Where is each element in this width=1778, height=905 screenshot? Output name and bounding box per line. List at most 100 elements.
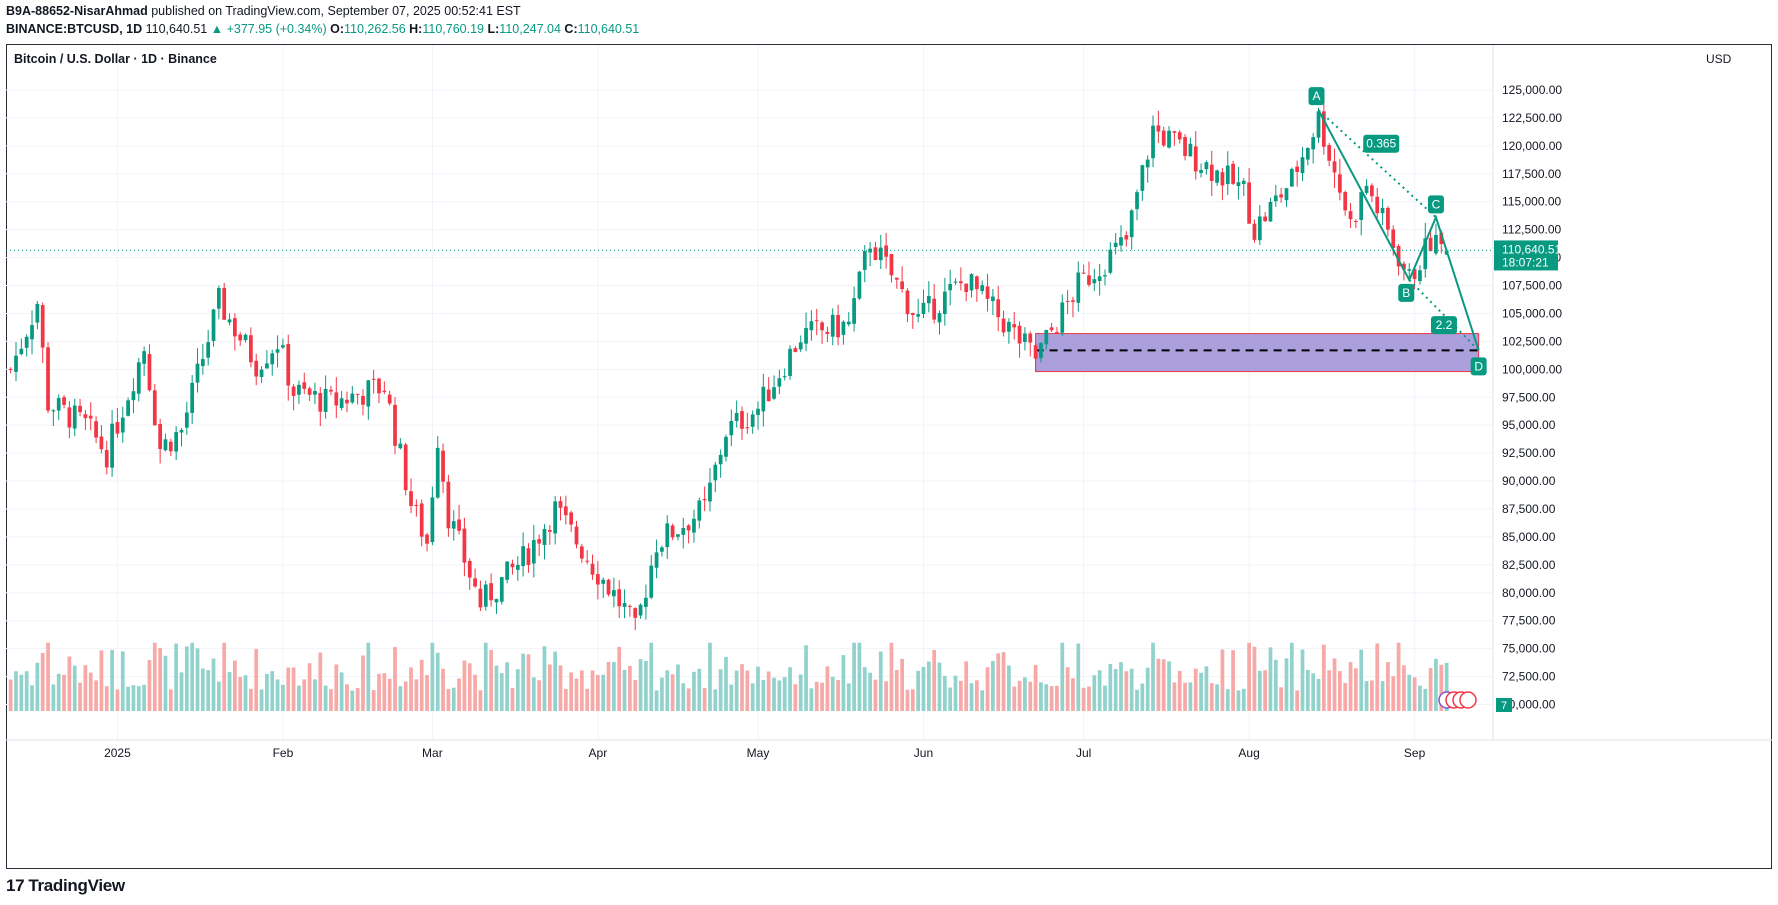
volume-bar	[836, 680, 840, 711]
candle-body	[329, 389, 333, 392]
candle-body	[233, 318, 237, 337]
candle-body	[200, 359, 205, 367]
candle-body	[628, 605, 632, 607]
candle-body	[937, 313, 942, 323]
volume-bar	[275, 679, 280, 711]
candle-body	[446, 481, 451, 529]
candle-body	[136, 362, 141, 394]
candle-body	[286, 343, 291, 386]
candle-body	[878, 247, 883, 261]
currency-button[interactable]: USD	[1706, 52, 1732, 66]
volume-bar	[1209, 683, 1214, 711]
volume-bar	[1124, 671, 1129, 711]
volume-bar	[761, 680, 766, 711]
candle-body	[750, 414, 755, 427]
volume-bar	[131, 685, 136, 711]
price-tick-label: 115,000.00	[1502, 195, 1561, 209]
published-text: published on TradingView.com, September …	[151, 4, 521, 18]
grid	[6, 45, 1492, 740]
candle-body	[563, 506, 568, 516]
volume-bar	[606, 661, 611, 711]
candle-body	[222, 287, 227, 320]
volume-bar	[446, 689, 451, 711]
candle-body	[110, 423, 114, 468]
candle-body	[1193, 146, 1198, 172]
volume-bar	[905, 689, 910, 711]
volume-bar	[323, 685, 328, 711]
candle-body	[8, 368, 13, 370]
volume-bar	[1263, 670, 1267, 711]
pattern-label-b: B	[1398, 283, 1415, 302]
last-price-badge-box	[1494, 240, 1558, 271]
pattern-ratio-ac-text: 0.365	[1366, 137, 1396, 151]
candle-body	[745, 427, 750, 429]
tradingview-logo[interactable]: 17 TradingView	[6, 876, 125, 896]
time-tick-label: Sep	[1404, 746, 1426, 760]
low-label: L:	[487, 22, 500, 36]
volume-bar	[772, 677, 776, 711]
volume-bar	[633, 679, 638, 711]
volume-bar	[681, 683, 686, 711]
volume-bar	[1295, 690, 1300, 711]
candle-body	[457, 519, 461, 531]
candle-body	[72, 405, 77, 429]
candle-body	[1028, 333, 1033, 343]
candle-body	[1295, 166, 1300, 172]
close-label: C:	[564, 22, 578, 36]
volume-bar	[1273, 659, 1278, 711]
volume-bar	[313, 679, 317, 711]
time-tick-label: Jul	[1076, 746, 1091, 760]
candle-body	[120, 417, 125, 433]
volume-bar	[467, 663, 472, 711]
author-link[interactable]: B9A-88652-NisarAhmad	[6, 4, 148, 18]
candle-body	[1151, 125, 1155, 159]
candle-body	[94, 421, 98, 438]
candle-body	[275, 349, 280, 353]
volume-bar	[227, 672, 232, 711]
candle-body	[1268, 201, 1273, 222]
volume-bar	[318, 652, 323, 711]
candle-body	[702, 499, 707, 501]
volume-bar	[638, 659, 643, 711]
candle-body	[958, 281, 963, 284]
volume-bar	[846, 683, 851, 711]
pattern-label-d: D	[1470, 357, 1487, 376]
high-value: 110,760.19	[422, 22, 484, 36]
volume-bar	[1183, 682, 1187, 711]
candle-body	[1300, 157, 1305, 174]
publish-line: B9A-88652-NisarAhmad published on Tradin…	[6, 2, 1776, 20]
candle-body	[708, 482, 712, 502]
volume-bar	[425, 675, 429, 711]
candle-body	[1092, 279, 1097, 284]
candle-body	[547, 530, 552, 532]
candle-body	[174, 432, 179, 452]
candle-body	[926, 296, 931, 304]
volume-badge-text: 7	[1501, 700, 1507, 712]
volume-bar	[99, 650, 104, 711]
candle-body	[131, 391, 136, 401]
volume-bar	[697, 668, 702, 711]
volume-bar	[414, 679, 419, 711]
candle-body	[798, 342, 803, 350]
volume-bar	[265, 673, 269, 711]
volume-bar	[798, 674, 803, 711]
symbol-label: BINANCE:BTCUSD, 1D	[6, 22, 143, 36]
candle-body	[1279, 194, 1284, 198]
volume-bar	[628, 665, 632, 711]
time-tick-label: Feb	[273, 746, 294, 760]
candle-body	[62, 397, 66, 405]
volume-bar	[297, 685, 301, 711]
candle-body	[692, 518, 696, 533]
volume-bar	[286, 667, 291, 711]
candle-body	[1135, 192, 1139, 210]
volume-bar	[1348, 662, 1353, 711]
candle-body	[633, 608, 638, 618]
candle-body	[307, 388, 312, 395]
volume-bar	[184, 646, 189, 711]
candle-body	[1215, 170, 1219, 183]
candle-body	[804, 328, 808, 344]
candle-body	[1359, 192, 1364, 220]
candle-body	[1209, 164, 1214, 181]
volume-bar	[147, 660, 152, 711]
